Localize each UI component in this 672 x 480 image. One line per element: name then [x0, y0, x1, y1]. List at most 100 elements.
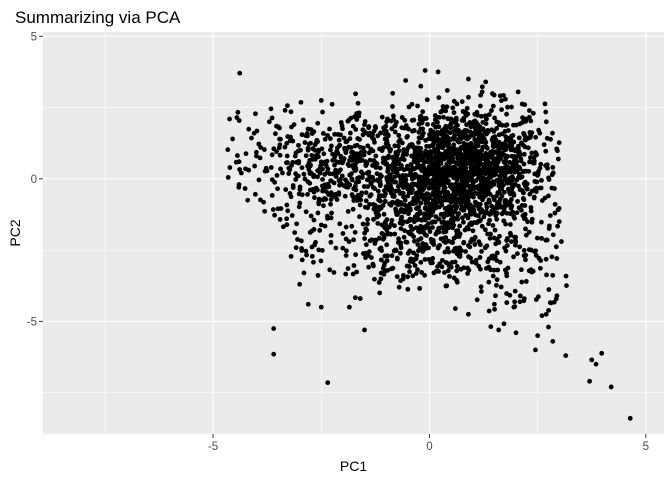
data-point — [490, 156, 496, 161]
data-point — [449, 239, 454, 245]
data-point — [418, 113, 424, 119]
data-point — [446, 151, 452, 157]
data-point — [511, 122, 516, 128]
data-point — [363, 190, 369, 196]
data-point — [478, 185, 484, 191]
data-point — [477, 254, 483, 260]
data-point — [491, 92, 497, 98]
data-point — [467, 183, 473, 189]
data-point — [390, 90, 396, 96]
data-point — [256, 177, 262, 183]
data-point — [343, 236, 349, 242]
data-point — [350, 123, 356, 129]
data-point — [509, 145, 515, 151]
data-point — [527, 108, 532, 113]
data-point — [354, 269, 360, 275]
data-point — [333, 167, 339, 173]
data-point — [301, 171, 307, 177]
data-point — [465, 311, 471, 317]
data-point — [284, 222, 290, 228]
data-point — [426, 256, 432, 262]
data-point — [537, 265, 543, 271]
data-point — [424, 97, 430, 103]
data-point — [350, 152, 356, 158]
data-point — [309, 152, 315, 158]
data-point — [384, 242, 390, 248]
data-point — [499, 98, 504, 104]
data-point — [476, 263, 482, 269]
data-point — [402, 202, 408, 208]
data-point — [443, 123, 449, 129]
data-point — [330, 171, 336, 177]
data-point — [346, 304, 352, 310]
data-point — [409, 117, 415, 123]
data-point — [309, 228, 315, 234]
data-point — [338, 153, 344, 159]
data-point — [432, 113, 438, 118]
data-point — [462, 188, 468, 194]
data-point — [409, 101, 415, 107]
data-point — [479, 248, 484, 254]
data-point — [458, 151, 464, 157]
data-point — [406, 211, 411, 217]
data-point — [496, 183, 502, 189]
data-point — [455, 228, 461, 234]
data-point — [284, 140, 290, 146]
data-point — [521, 248, 527, 253]
data-point — [367, 238, 373, 244]
data-point — [458, 191, 463, 196]
data-point — [507, 222, 513, 227]
data-point — [396, 133, 402, 138]
data-point — [299, 248, 305, 253]
data-point — [563, 273, 569, 279]
data-point — [507, 186, 513, 192]
data-point — [396, 183, 402, 189]
data-point — [422, 172, 428, 178]
data-point — [522, 179, 528, 185]
data-point — [504, 111, 509, 117]
data-point — [271, 146, 277, 152]
data-point — [377, 178, 383, 184]
data-point — [349, 176, 355, 182]
data-point — [227, 165, 233, 170]
data-point — [321, 151, 327, 157]
data-point — [463, 135, 468, 141]
data-point — [405, 250, 411, 256]
data-point — [497, 168, 502, 174]
data-point — [412, 150, 418, 155]
data-point — [451, 98, 457, 104]
data-point — [373, 165, 379, 170]
data-point — [507, 211, 513, 217]
y-axis-title: PC2 — [7, 219, 23, 246]
data-point — [492, 227, 498, 233]
data-point — [287, 138, 293, 144]
data-point — [556, 206, 562, 211]
data-point — [521, 161, 527, 167]
data-point — [375, 220, 381, 226]
data-point — [342, 145, 347, 151]
data-point — [482, 180, 487, 185]
data-point — [400, 152, 406, 158]
data-point — [549, 254, 555, 260]
data-point — [466, 267, 472, 273]
data-point — [494, 163, 500, 169]
data-point — [502, 245, 508, 251]
data-point — [453, 306, 458, 311]
data-point — [280, 224, 286, 230]
data-point — [367, 193, 373, 199]
data-point — [243, 151, 249, 157]
y-tick-label: -5 — [27, 316, 37, 328]
data-point — [274, 173, 280, 178]
data-point — [278, 166, 283, 172]
data-point — [519, 279, 525, 285]
data-point — [277, 217, 283, 222]
data-point — [328, 215, 334, 221]
data-point — [402, 117, 408, 123]
data-point — [381, 271, 387, 277]
x-tick-label: -5 — [208, 441, 218, 453]
data-point — [400, 221, 405, 227]
data-point — [296, 204, 302, 210]
data-point — [430, 143, 435, 149]
data-point — [512, 299, 518, 305]
data-point — [298, 238, 304, 244]
